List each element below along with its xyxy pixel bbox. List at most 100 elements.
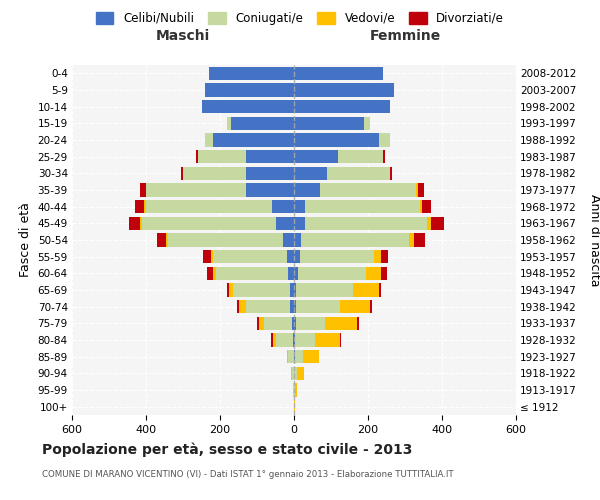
Bar bbox=[294, 266, 298, 280]
Bar bbox=[207, 266, 212, 280]
Bar bbox=[272, 200, 294, 213]
Bar bbox=[130, 216, 140, 230]
Bar bbox=[294, 234, 301, 246]
Bar bbox=[299, 250, 374, 264]
Bar bbox=[290, 300, 294, 314]
Y-axis label: Fasce di età: Fasce di età bbox=[19, 202, 32, 278]
Bar bbox=[296, 284, 353, 296]
Bar bbox=[203, 250, 211, 264]
Bar bbox=[287, 250, 294, 264]
Bar bbox=[205, 134, 212, 146]
Bar bbox=[295, 334, 316, 346]
Bar bbox=[140, 184, 146, 196]
Bar bbox=[212, 266, 217, 280]
Bar bbox=[422, 200, 431, 213]
Bar bbox=[236, 300, 239, 314]
Bar bbox=[366, 266, 381, 280]
Bar bbox=[246, 184, 294, 196]
Bar bbox=[364, 116, 370, 130]
Bar bbox=[294, 366, 297, 380]
Text: Femmine: Femmine bbox=[370, 28, 440, 42]
Y-axis label: Anni di nascita: Anni di nascita bbox=[588, 194, 600, 286]
Bar bbox=[381, 250, 388, 264]
Bar bbox=[294, 284, 296, 296]
Bar bbox=[390, 166, 392, 180]
Bar bbox=[135, 200, 144, 213]
Text: Popolazione per età, sesso e stato civile - 2013: Popolazione per età, sesso e stato civil… bbox=[42, 442, 412, 457]
Bar bbox=[294, 166, 328, 180]
Bar bbox=[294, 300, 296, 314]
Bar bbox=[293, 334, 294, 346]
Bar bbox=[295, 384, 297, 396]
Bar bbox=[287, 350, 289, 364]
Bar bbox=[289, 350, 294, 364]
Bar bbox=[233, 284, 290, 296]
Text: Maschi: Maschi bbox=[156, 28, 210, 42]
Bar bbox=[301, 234, 409, 246]
Bar bbox=[168, 234, 283, 246]
Bar bbox=[196, 150, 198, 164]
Bar bbox=[265, 316, 292, 330]
Bar bbox=[431, 216, 444, 230]
Bar bbox=[292, 316, 294, 330]
Bar bbox=[296, 300, 340, 314]
Bar bbox=[293, 384, 294, 396]
Bar bbox=[409, 234, 414, 246]
Bar bbox=[294, 216, 305, 230]
Bar bbox=[357, 316, 359, 330]
Bar bbox=[271, 334, 272, 346]
Bar bbox=[211, 250, 212, 264]
Bar bbox=[295, 350, 302, 364]
Bar bbox=[227, 116, 231, 130]
Bar bbox=[379, 134, 390, 146]
Bar bbox=[418, 184, 424, 196]
Bar bbox=[181, 166, 183, 180]
Bar bbox=[294, 384, 295, 396]
Bar bbox=[338, 150, 383, 164]
Bar bbox=[328, 166, 390, 180]
Bar bbox=[294, 116, 364, 130]
Bar bbox=[302, 350, 319, 364]
Bar bbox=[294, 350, 295, 364]
Bar bbox=[146, 184, 246, 196]
Bar bbox=[257, 316, 259, 330]
Bar bbox=[427, 216, 431, 230]
Bar bbox=[294, 134, 379, 146]
Bar bbox=[289, 266, 294, 280]
Bar bbox=[217, 266, 289, 280]
Bar bbox=[320, 184, 416, 196]
Bar bbox=[305, 200, 420, 213]
Bar bbox=[198, 150, 246, 164]
Bar bbox=[296, 316, 325, 330]
Bar bbox=[246, 300, 290, 314]
Bar bbox=[144, 200, 146, 213]
Bar bbox=[383, 150, 385, 164]
Bar bbox=[157, 234, 166, 246]
Bar bbox=[183, 166, 246, 180]
Bar bbox=[381, 266, 386, 280]
Bar bbox=[294, 200, 305, 213]
Bar bbox=[142, 216, 275, 230]
Bar bbox=[259, 316, 265, 330]
Bar bbox=[294, 84, 394, 96]
Bar bbox=[420, 200, 422, 213]
Bar bbox=[290, 284, 294, 296]
Text: COMUNE DI MARANO VICENTINO (VI) - Dati ISTAT 1° gennaio 2013 - Elaborazione TUTT: COMUNE DI MARANO VICENTINO (VI) - Dati I… bbox=[42, 470, 454, 479]
Bar bbox=[340, 300, 370, 314]
Bar bbox=[294, 334, 295, 346]
Bar bbox=[275, 216, 294, 230]
Bar bbox=[294, 316, 296, 330]
Bar bbox=[246, 166, 294, 180]
Bar bbox=[374, 250, 381, 264]
Bar bbox=[140, 216, 142, 230]
Bar bbox=[305, 216, 427, 230]
Bar bbox=[283, 234, 294, 246]
Bar bbox=[212, 134, 294, 146]
Bar bbox=[294, 66, 383, 80]
Bar bbox=[272, 334, 276, 346]
Bar bbox=[239, 300, 246, 314]
Bar bbox=[227, 284, 229, 296]
Bar bbox=[370, 300, 372, 314]
Bar bbox=[294, 184, 320, 196]
Bar bbox=[231, 116, 294, 130]
